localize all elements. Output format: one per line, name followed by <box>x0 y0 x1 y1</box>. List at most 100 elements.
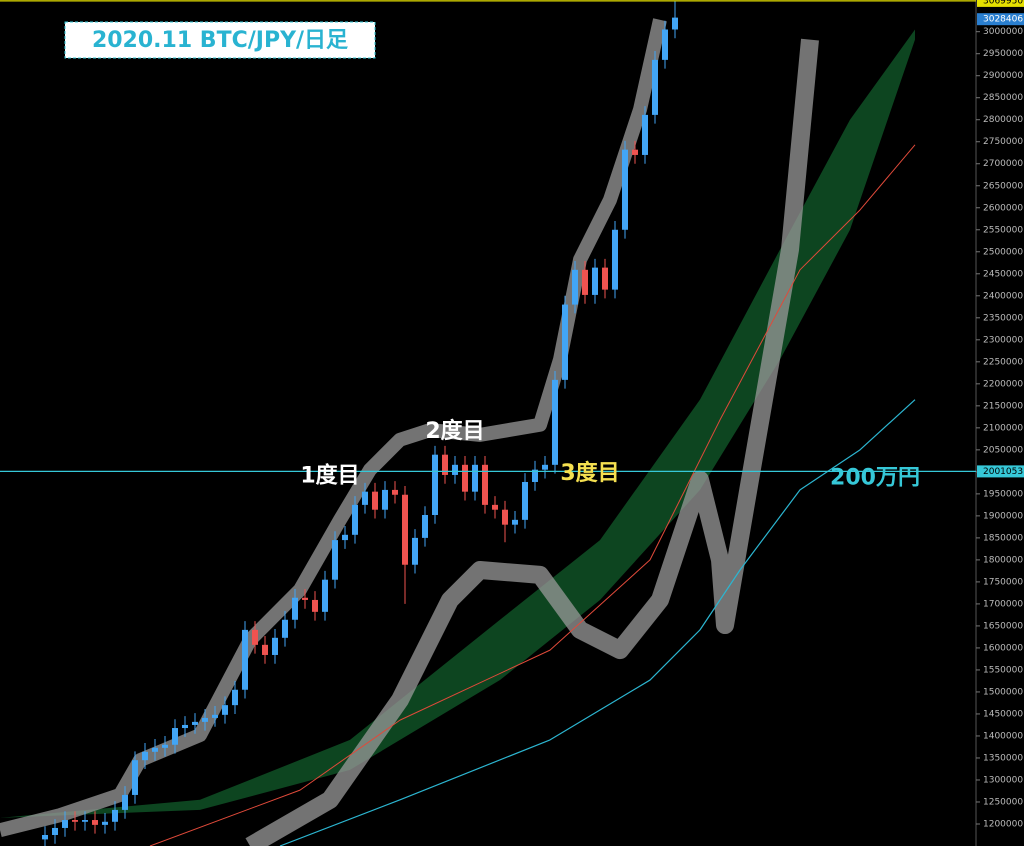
y-tick-label: 1800000 <box>983 555 1023 565</box>
candle-body <box>232 689 238 706</box>
indicator-line <box>149 144 916 846</box>
y-tick-label: 2700000 <box>983 159 1023 169</box>
candle-body <box>562 304 568 380</box>
candle-body <box>482 464 488 505</box>
candle-body <box>592 267 598 295</box>
last-price-tag <box>977 13 1024 26</box>
price-tag-label: 2001053 <box>983 467 1023 477</box>
y-tick-label: 1200000 <box>983 819 1023 829</box>
candle-body <box>352 504 358 535</box>
y-tick-label: 2300000 <box>983 335 1023 345</box>
y-tick-label: 1700000 <box>983 599 1023 609</box>
candle-body <box>392 489 398 495</box>
candle-body <box>372 491 378 510</box>
candle-body <box>422 514 428 538</box>
candle-body <box>452 464 458 475</box>
candle-body <box>332 540 338 580</box>
candle-body <box>162 744 168 748</box>
candle-body <box>302 597 308 600</box>
candle-body <box>572 269 578 305</box>
candle-body <box>632 149 638 155</box>
candle-body <box>382 489 388 510</box>
candle-body <box>102 821 108 825</box>
y-tick-label: 1850000 <box>983 533 1023 543</box>
annotation: 200万円 <box>830 465 920 490</box>
candle-body <box>402 494 408 565</box>
y-tick-label: 1250000 <box>983 797 1023 807</box>
y-tick-label: 2600000 <box>983 203 1023 213</box>
candle-body <box>512 519 518 525</box>
candle-body <box>582 269 588 295</box>
candle-body <box>182 724 188 729</box>
y-tick-label: 2650000 <box>983 181 1023 191</box>
y-tick-label: 1450000 <box>983 709 1023 719</box>
y-tick-label: 2550000 <box>983 225 1023 235</box>
candle-body <box>82 820 88 822</box>
candle-body <box>62 820 68 828</box>
y-tick-label: 2350000 <box>983 313 1023 323</box>
candle-body <box>652 59 658 115</box>
annotation: 2度目 <box>425 418 484 444</box>
candle-body <box>192 721 198 725</box>
candle-body <box>272 637 278 655</box>
y-tick-label: 2250000 <box>983 357 1023 367</box>
candle-body <box>642 114 648 155</box>
y-tick-label: 2500000 <box>983 247 1023 257</box>
y-tick-label: 2900000 <box>983 71 1023 81</box>
y-tick-label: 1300000 <box>983 775 1023 785</box>
y-tick-label: 2200000 <box>983 379 1023 389</box>
candle-body <box>462 464 468 492</box>
candle-body <box>122 794 128 810</box>
candle-body <box>432 454 438 515</box>
candle-body <box>212 714 218 718</box>
annotation: 3度目 <box>560 460 619 486</box>
y-tick-label: 2050000 <box>983 445 1023 455</box>
candle-body <box>112 809 118 822</box>
candle-body <box>282 619 288 638</box>
y-tick-label: 2850000 <box>983 93 1023 103</box>
y-tick-label: 2150000 <box>983 401 1023 411</box>
candle-body <box>532 469 538 482</box>
indicator-line <box>279 399 916 846</box>
chart-title: 2020.11 BTC/JPY/日足 <box>92 28 348 53</box>
candle-body <box>312 599 318 612</box>
candle-body <box>672 17 678 30</box>
candle-body <box>202 717 208 722</box>
cloud <box>0 29 915 818</box>
candle-body <box>522 481 528 520</box>
candle-body <box>222 705 228 715</box>
candle-body <box>72 820 78 822</box>
y-tick-label: 1600000 <box>983 643 1023 653</box>
candle-body <box>502 509 508 525</box>
candle-body <box>552 379 558 465</box>
candle-body <box>242 629 248 690</box>
candle-body <box>542 464 548 470</box>
candle-body <box>322 579 328 612</box>
candle-body <box>52 827 58 835</box>
last-price-label: 3028406 <box>983 15 1023 25</box>
candle-body <box>262 644 268 655</box>
candle-body <box>662 29 668 60</box>
price-tag <box>977 0 1024 7</box>
candle-body <box>342 534 348 541</box>
candle-body <box>612 229 618 290</box>
y-tick-label: 1650000 <box>983 621 1023 631</box>
indicator-line <box>245 38 819 846</box>
y-tick-label: 2400000 <box>983 291 1023 301</box>
price-tag <box>977 465 1024 478</box>
candle-body <box>472 464 478 492</box>
y-tick-label: 1500000 <box>983 687 1023 697</box>
price-tag-label: 3069950 <box>983 0 1023 6</box>
y-tick-label: 1900000 <box>983 511 1023 521</box>
candle-body <box>622 149 628 230</box>
y-tick-label: 2100000 <box>983 423 1023 433</box>
candle-body <box>92 820 98 825</box>
candle-body <box>492 504 498 510</box>
candle-body <box>412 537 418 565</box>
annotation: 1度目 <box>300 462 359 488</box>
y-tick-label: 3000000 <box>983 27 1023 37</box>
candle-body <box>172 728 178 745</box>
y-tick-label: 2450000 <box>983 269 1023 279</box>
